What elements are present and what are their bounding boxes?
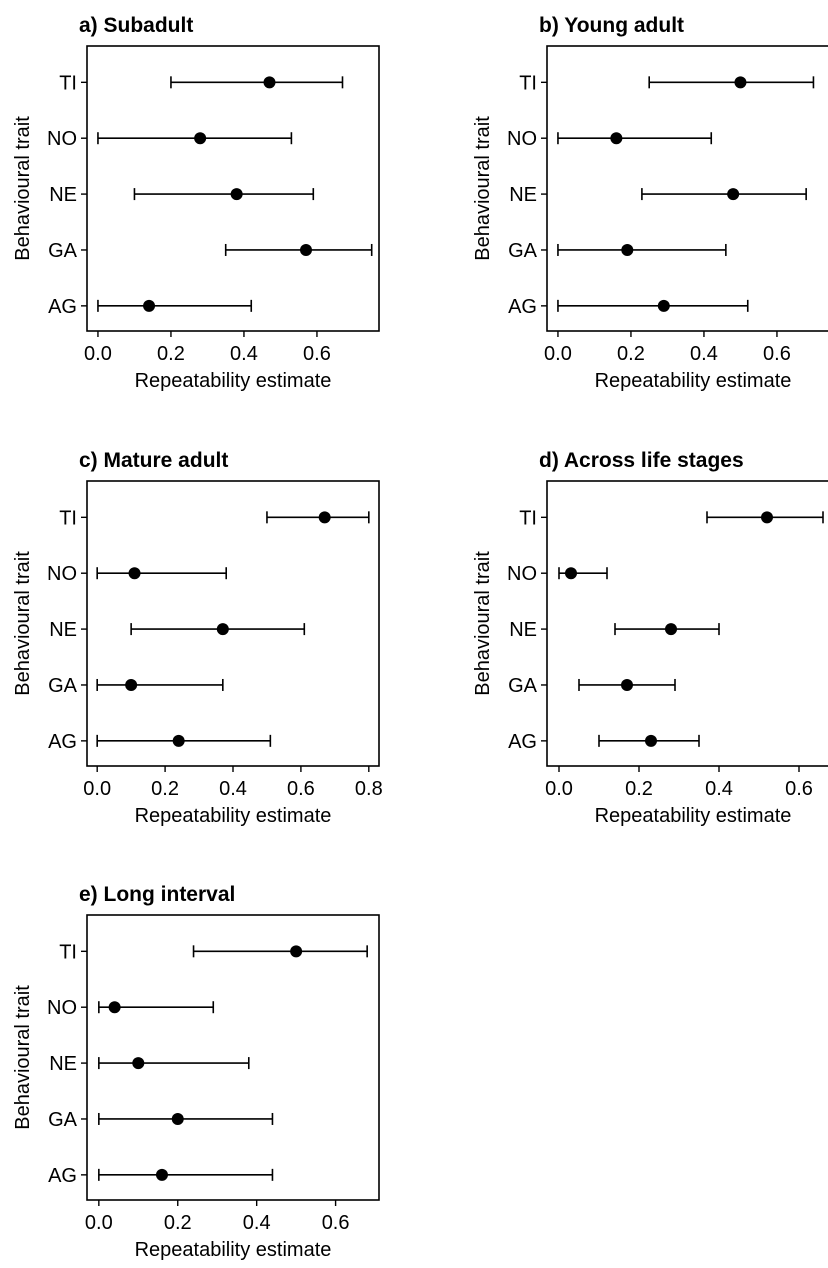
- panel-mature-adult: c) Mature adult TI NO NE GA AG 0.0 0.2 0.4 0.6 0.8…: [12, 449, 383, 827]
- estimate-point: [171, 1112, 184, 1125]
- y-tick-label: NE: [49, 184, 77, 206]
- estimate-point: [734, 76, 747, 89]
- y-tick-label: NE: [509, 184, 537, 206]
- y-axis-title: Behavioural trait: [472, 551, 494, 696]
- x-tick-label: 0.8: [355, 778, 383, 800]
- y-tick-label: NE: [49, 619, 77, 641]
- x-tick-label: 0.4: [690, 343, 718, 365]
- y-axis-title: Behavioural trait: [472, 116, 494, 261]
- y-tick-label: NE: [49, 1053, 77, 1075]
- y-tick-label: AG: [508, 296, 537, 318]
- x-axis-title: Repeatability estimate: [595, 370, 792, 392]
- y-tick-label: TI: [519, 72, 537, 94]
- x-tick-label: 0.2: [617, 343, 645, 365]
- estimate-point: [216, 623, 229, 636]
- estimate-point: [665, 623, 677, 636]
- y-tick-label: NO: [47, 563, 77, 585]
- x-tick-label: 0.0: [544, 343, 572, 365]
- x-axis-title: Repeatability estimate: [135, 370, 332, 392]
- y-tick-label: AG: [48, 1165, 77, 1187]
- x-tick-label: 0.6: [785, 778, 813, 800]
- x-tick-label: 0.6: [303, 343, 331, 365]
- estimate-point: [108, 1001, 121, 1014]
- y-tick-label: AG: [508, 731, 537, 753]
- y-tick-label: GA: [48, 1109, 78, 1131]
- panel-young-adult: b) Young adult TI NO NE GA AG 0.0 0.2 0.4 0.6 Repe…: [472, 14, 828, 392]
- y-tick-label: AG: [48, 296, 77, 318]
- y-tick-label: NO: [507, 128, 537, 150]
- y-tick-label: NE: [509, 619, 537, 641]
- x-tick-label: 0.2: [625, 778, 653, 800]
- y-axis-title: Behavioural trait: [12, 985, 34, 1130]
- estimate-point: [290, 945, 303, 958]
- estimate-point: [621, 678, 633, 691]
- y-tick-label: TI: [59, 941, 77, 963]
- panel-across-life-stages: d) Across life stages TI NO NE GA AG 0.0 0.2 0.4…: [472, 449, 828, 827]
- estimate-point: [761, 511, 773, 524]
- x-tick-label: 0.6: [763, 343, 791, 365]
- y-tick-label: GA: [508, 675, 538, 697]
- x-tick-label: 0.6: [322, 1212, 350, 1234]
- x-tick-label: 0.2: [151, 778, 179, 800]
- panel-title: d) Across life stages: [539, 449, 744, 472]
- y-tick-label: NO: [507, 563, 537, 585]
- y-axis-title: Behavioural trait: [12, 551, 34, 696]
- x-tick-label: 0.4: [219, 778, 247, 800]
- y-tick-label: NO: [47, 128, 77, 150]
- y-tick-label: TI: [59, 72, 77, 94]
- plot-frame: [86, 45, 380, 332]
- estimate-point: [727, 188, 740, 201]
- estimate-point: [621, 243, 634, 256]
- panel-title: a) Subadult: [79, 14, 193, 37]
- panel-subadult: a) Subadult TI NO NE GA AG 0.0 0.2 0.4 0.6 Repeata…: [12, 14, 380, 392]
- estimate-point: [155, 1168, 168, 1181]
- estimate-point: [300, 243, 312, 256]
- panel-title: c) Mature adult: [79, 449, 228, 472]
- y-tick-label: TI: [519, 507, 537, 529]
- estimate-point: [132, 1057, 145, 1070]
- x-tick-label: 0.0: [85, 1212, 113, 1234]
- estimate-point: [565, 567, 577, 580]
- panel-title: b) Young adult: [539, 14, 684, 37]
- x-tick-label: 0.4: [243, 1212, 271, 1234]
- plot-frame: [546, 45, 828, 332]
- estimate-point: [230, 188, 243, 201]
- x-tick-label: 0.0: [545, 778, 573, 800]
- y-tick-label: NO: [47, 997, 77, 1019]
- panel-long-interval: e) Long interval TI NO NE GA AG 0.0 0.2 0.4 0.6 Re…: [12, 883, 380, 1261]
- estimate-point: [263, 76, 276, 89]
- y-tick-label: AG: [48, 731, 77, 753]
- y-tick-label: TI: [59, 507, 77, 529]
- y-axis-title: Behavioural trait: [12, 116, 34, 261]
- x-axis-title: Repeatability estimate: [595, 805, 792, 827]
- estimate-point: [318, 511, 331, 524]
- estimate-point: [143, 299, 156, 312]
- x-axis-title: Repeatability estimate: [135, 805, 332, 827]
- x-tick-label: 0.4: [705, 778, 733, 800]
- x-tick-label: 0.0: [84, 343, 112, 365]
- x-tick-label: 0.2: [164, 1212, 192, 1234]
- plot-frame: [546, 480, 828, 767]
- estimate-point: [194, 132, 207, 145]
- y-tick-label: GA: [48, 675, 78, 697]
- x-tick-label: 0.4: [230, 343, 258, 365]
- estimate-point: [610, 132, 623, 145]
- x-tick-label: 0.6: [287, 778, 315, 800]
- estimate-point: [128, 567, 141, 580]
- x-axis-title: Repeatability estimate: [135, 1239, 332, 1261]
- estimate-point: [645, 734, 657, 747]
- x-tick-label: 0.2: [157, 343, 185, 365]
- y-tick-label: GA: [508, 240, 538, 262]
- estimate-point: [172, 734, 185, 747]
- estimate-point: [125, 678, 138, 691]
- y-tick-label: GA: [48, 240, 78, 262]
- estimate-point: [657, 299, 670, 312]
- x-tick-label: 0.0: [83, 778, 111, 800]
- panel-title: e) Long interval: [79, 883, 235, 906]
- plot-frame: [86, 914, 380, 1201]
